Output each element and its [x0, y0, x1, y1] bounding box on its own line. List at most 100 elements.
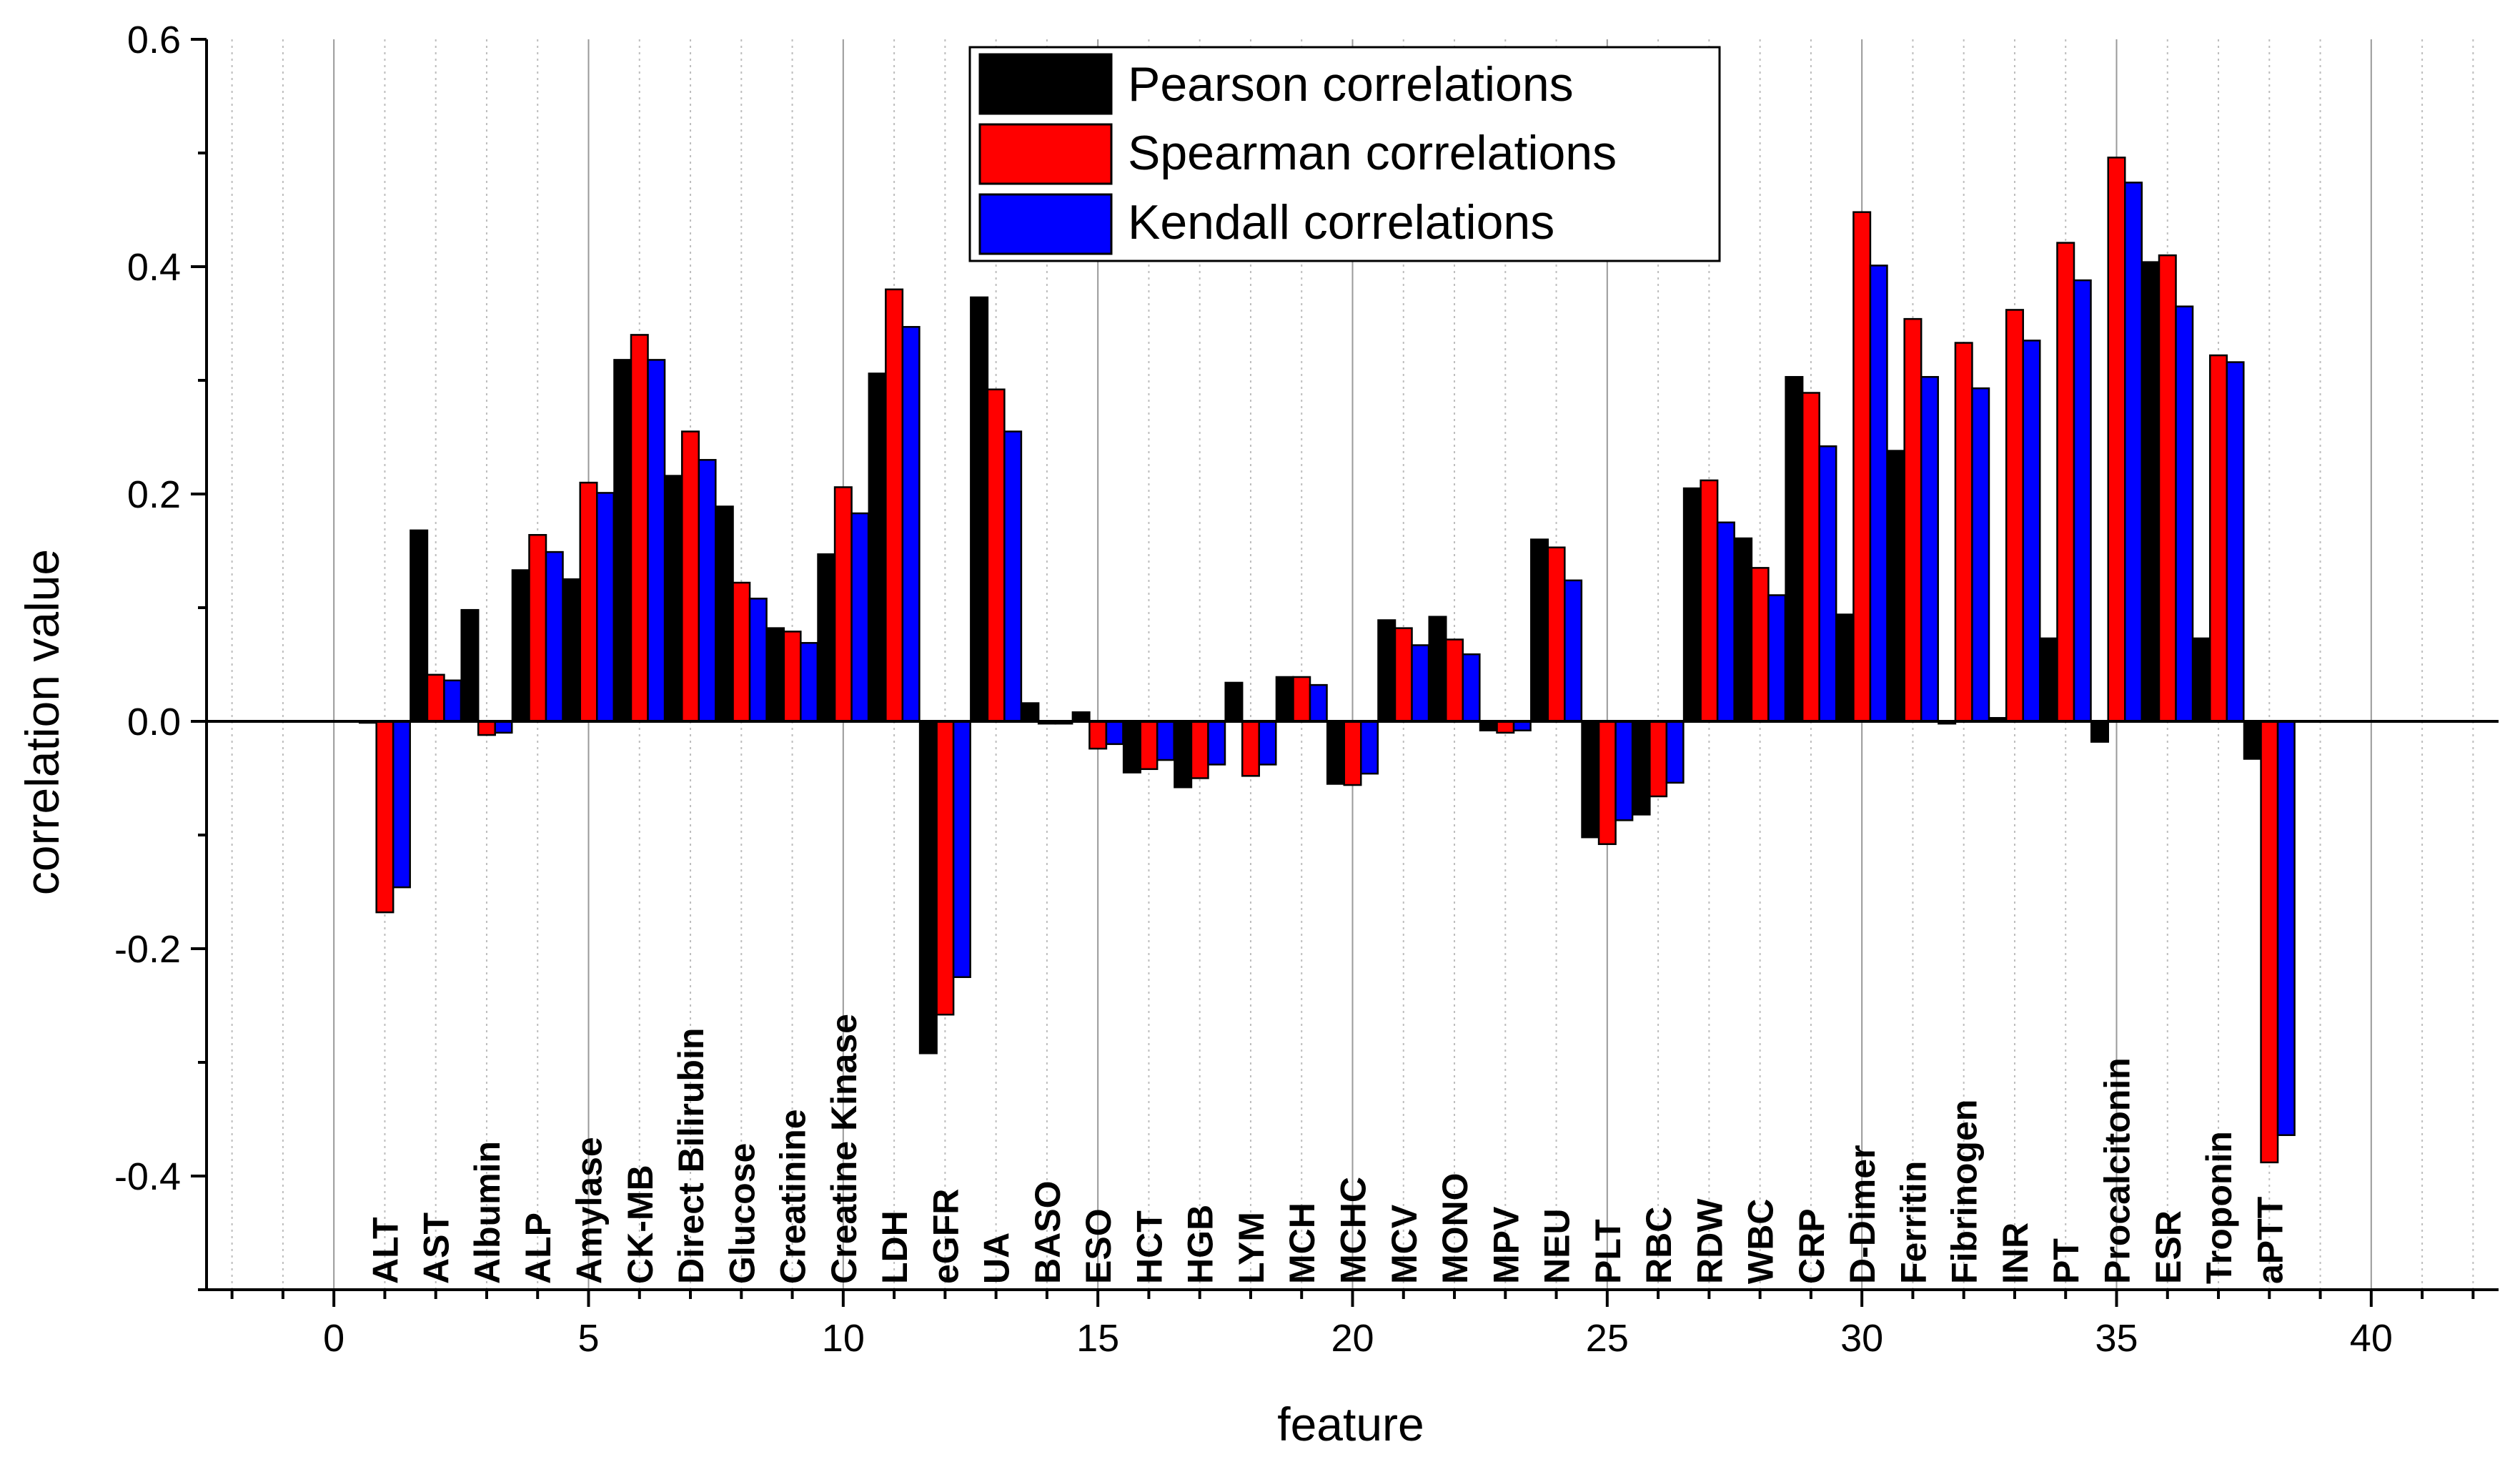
bar: [2209, 354, 2228, 723]
bar: [868, 372, 887, 723]
bar: [528, 533, 547, 723]
bar: [1003, 430, 1023, 723]
bar: [783, 631, 802, 723]
category-label: Amylase: [570, 1137, 610, 1284]
y-tick-label: 0.4: [127, 246, 181, 289]
bar: [1785, 375, 1804, 723]
category-label: D-Dimer: [1842, 1145, 1882, 1284]
bar: [1767, 594, 1787, 723]
bar: [715, 505, 734, 723]
y-tick-label: -0.4: [114, 1155, 181, 1198]
category-labels: ALT AST Albumin ALP Amylase CK-MB Direct Bilir…: [365, 1014, 2290, 1284]
bar: [460, 608, 480, 723]
category-label: MCH: [1282, 1202, 1322, 1284]
bar: [1258, 720, 1277, 766]
y-tick-label: 0.6: [127, 19, 181, 61]
bar: [2056, 242, 2075, 723]
bar: [1614, 720, 1634, 821]
bar: [1275, 676, 1294, 723]
bar: [1903, 317, 1923, 723]
bar: [545, 550, 564, 723]
category-label: AST: [417, 1212, 457, 1284]
category-label: Troponin: [2199, 1131, 2239, 1284]
category-label: INR: [1995, 1223, 2035, 1284]
bar: [885, 288, 904, 723]
bar: [1581, 720, 1600, 839]
bar: [1241, 720, 1260, 777]
bar: [2276, 720, 2296, 1137]
bar: [1665, 720, 1685, 784]
axes: -0.4 -0.2 0.0 0.2 0.4 0.6 0 5 10 15 20 25 30 35 40: [114, 19, 2499, 1360]
category-label: Direct Bilirubin: [671, 1028, 711, 1284]
bar: [698, 459, 717, 723]
x-tick-label: 20: [1331, 1317, 1374, 1360]
category-label: RDW: [1690, 1198, 1730, 1284]
category-label: Fibrinogen: [1945, 1100, 1985, 1284]
legend-swatch-spearman: [978, 123, 1113, 185]
category-label: ESR: [2148, 1210, 2188, 1284]
bar: [1954, 342, 1973, 723]
bar: [630, 334, 649, 723]
bar: [1632, 720, 1651, 816]
x-axis-title: feature: [1277, 1398, 1424, 1451]
category-label: BASO: [1028, 1181, 1068, 1284]
bar: [1716, 521, 1735, 723]
y-tick-label: 0.0: [127, 701, 181, 744]
bar: [562, 578, 581, 723]
bar: [1411, 644, 1430, 723]
category-label: MCV: [1384, 1204, 1424, 1284]
bars: [358, 157, 2296, 1164]
bar: [732, 581, 751, 723]
category-label: NEU: [1537, 1208, 1577, 1284]
category-label: ESO: [1078, 1208, 1118, 1284]
bar: [1971, 387, 1990, 723]
legend: Pearson correlations Spearman correlatio…: [968, 46, 1721, 262]
bar: [1496, 720, 1515, 734]
bar: [817, 553, 836, 723]
category-label: LDH: [875, 1210, 915, 1284]
bar: [748, 598, 768, 723]
bar: [1597, 720, 1617, 845]
x-tick-label: 40: [2350, 1317, 2393, 1360]
category-label: Procalcitonin: [2098, 1057, 2138, 1284]
bar: [1750, 567, 1770, 723]
bar: [2260, 720, 2279, 1164]
legend-label-kendall: Kendall correlations: [1128, 195, 1554, 250]
category-label: ALT: [365, 1217, 405, 1284]
bar: [410, 529, 429, 723]
legend-swatch-pearson: [978, 53, 1113, 115]
bar: [664, 475, 683, 723]
bar: [1649, 720, 1668, 798]
bar: [1377, 619, 1397, 723]
bar: [1309, 683, 1328, 723]
x-tick-label: 25: [1586, 1317, 1629, 1360]
category-label: HGB: [1181, 1205, 1221, 1284]
bar: [2243, 720, 2262, 760]
bar: [1445, 638, 1464, 723]
y-tick-label: -0.2: [114, 928, 181, 971]
category-label: Ferritin: [1893, 1161, 1933, 1284]
category-label: Glucose: [722, 1143, 762, 1284]
bar: [1105, 720, 1124, 746]
bar: [1122, 720, 1141, 774]
bar: [901, 326, 921, 723]
category-label: LYM: [1231, 1212, 1271, 1284]
legend-label-pearson: Pearson correlations: [1128, 57, 1574, 112]
x-tick-label: 15: [1076, 1317, 1119, 1360]
category-label: Creatine Kinase: [824, 1014, 864, 1284]
bar: [1326, 720, 1345, 785]
bar: [647, 359, 666, 723]
legend-label-spearman: Spearman correlations: [1128, 126, 1617, 180]
bar: [1852, 211, 1872, 723]
bar: [2039, 637, 2058, 723]
bar: [579, 481, 598, 723]
bar: [1818, 445, 1837, 723]
bar: [1088, 720, 1108, 750]
bar: [1190, 720, 1209, 779]
category-label: eGFR: [926, 1189, 966, 1284]
bar: [2141, 261, 2161, 723]
bar: [613, 359, 633, 723]
bar: [511, 569, 530, 723]
category-label: MCHC: [1334, 1177, 1374, 1284]
